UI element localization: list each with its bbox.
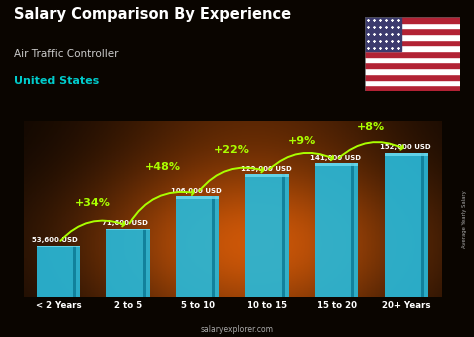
Bar xyxy=(365,74,460,80)
Text: +34%: +34% xyxy=(75,198,111,208)
Bar xyxy=(365,28,460,34)
Bar xyxy=(365,80,460,85)
Text: +48%: +48% xyxy=(145,162,181,173)
Bar xyxy=(282,174,285,297)
Bar xyxy=(365,85,460,91)
Text: 152,000 USD: 152,000 USD xyxy=(380,144,430,150)
Bar xyxy=(176,196,219,297)
Bar xyxy=(315,163,358,297)
Text: 53,600 USD: 53,600 USD xyxy=(32,238,78,243)
Bar xyxy=(365,23,460,28)
Bar xyxy=(365,34,460,40)
Bar xyxy=(107,229,149,231)
Text: 106,000 USD: 106,000 USD xyxy=(171,188,222,194)
Bar xyxy=(315,163,358,166)
Bar xyxy=(365,62,460,68)
Bar xyxy=(176,196,219,199)
Text: Salary Comparison By Experience: Salary Comparison By Experience xyxy=(14,7,292,22)
Text: United States: United States xyxy=(14,76,100,86)
Bar xyxy=(73,246,76,297)
Bar xyxy=(421,153,424,297)
Bar xyxy=(246,174,289,297)
Text: Air Traffic Controller: Air Traffic Controller xyxy=(14,49,118,59)
Bar xyxy=(365,17,460,23)
Text: 71,600 USD: 71,600 USD xyxy=(101,220,147,226)
Bar xyxy=(384,153,428,297)
Bar xyxy=(365,40,460,45)
Bar xyxy=(384,153,428,156)
Text: salaryexplorer.com: salaryexplorer.com xyxy=(201,325,273,334)
Text: +22%: +22% xyxy=(214,146,250,155)
Bar xyxy=(246,174,289,177)
Bar xyxy=(143,229,146,297)
Bar xyxy=(212,196,215,297)
Bar xyxy=(351,163,355,297)
Bar xyxy=(107,229,149,297)
Bar xyxy=(37,246,80,297)
Text: 129,000 USD: 129,000 USD xyxy=(241,166,292,172)
Bar xyxy=(37,246,80,247)
Bar xyxy=(365,57,460,62)
Bar xyxy=(365,17,401,51)
Bar xyxy=(365,45,460,51)
Text: Average Yearly Salary: Average Yearly Salary xyxy=(462,190,467,248)
Bar xyxy=(365,51,460,57)
Bar xyxy=(365,68,460,74)
Text: 141,000 USD: 141,000 USD xyxy=(310,155,361,161)
Text: +9%: +9% xyxy=(288,136,316,146)
Text: +8%: +8% xyxy=(357,122,385,132)
